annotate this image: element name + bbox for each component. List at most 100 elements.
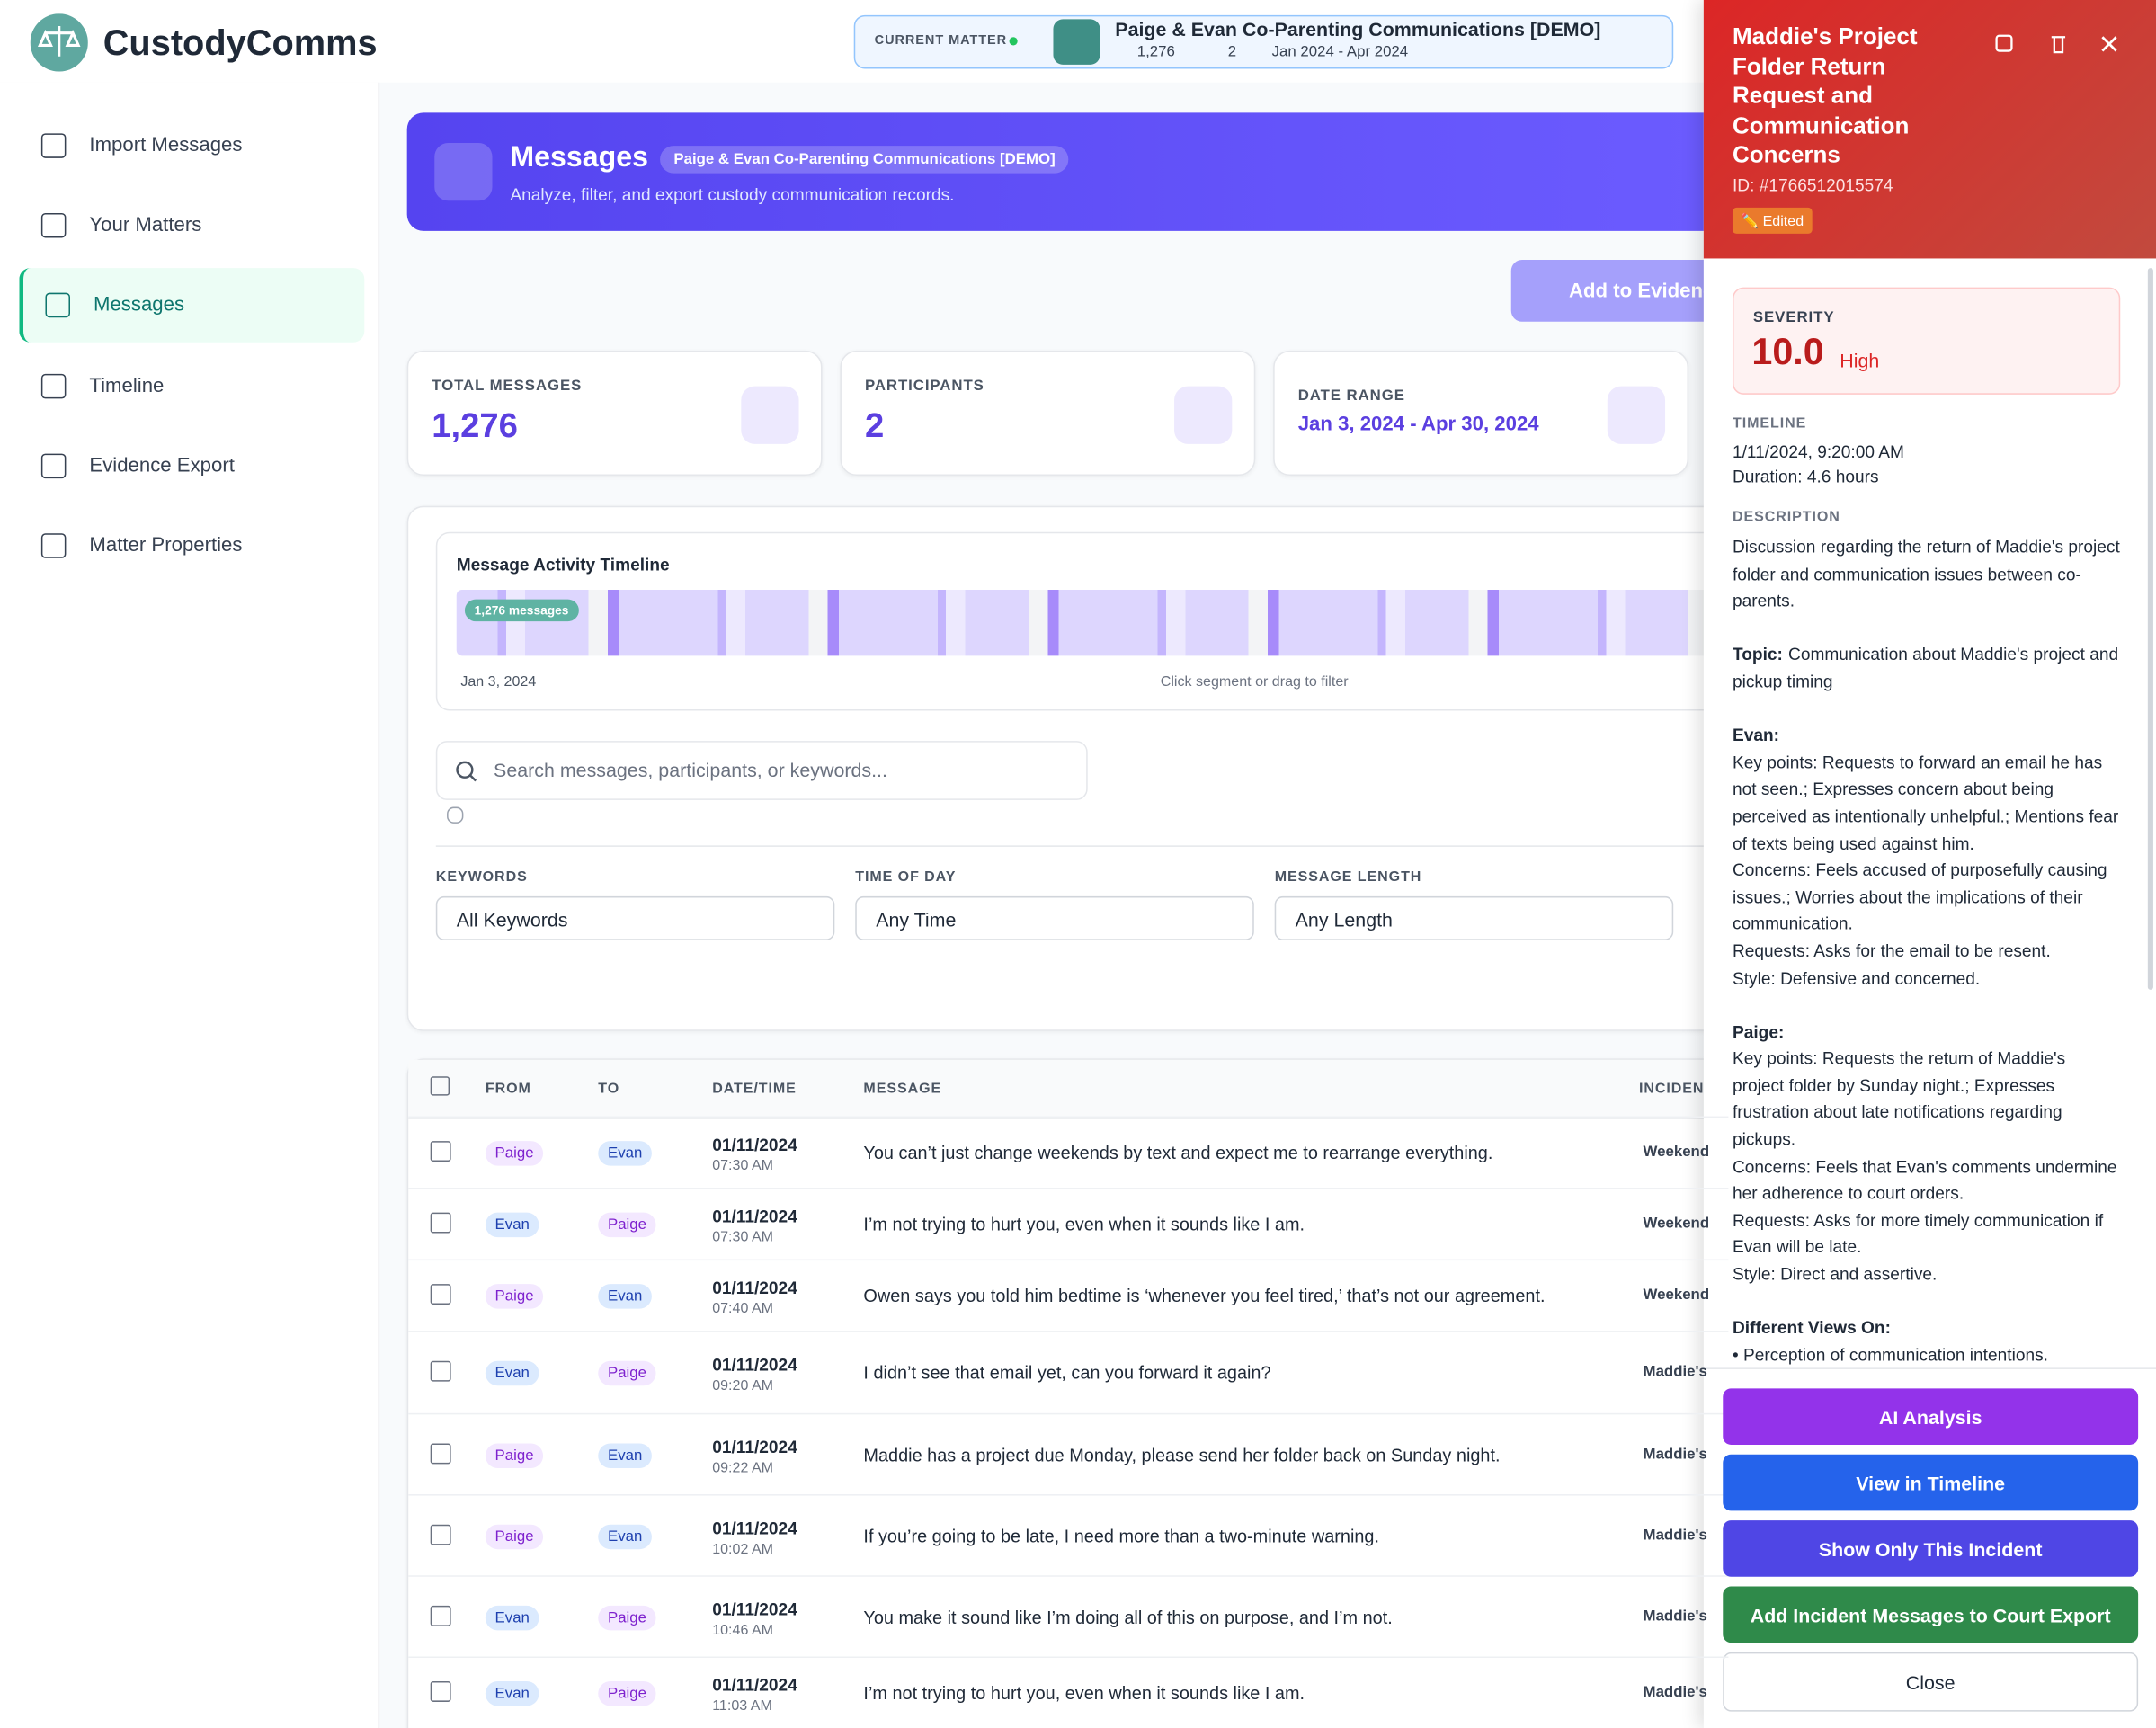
matter-messages: 1,276: [1136, 43, 1175, 61]
row-date: 01/11/2024: [712, 1278, 797, 1298]
nav-label: Messages: [93, 294, 185, 316]
nav-item[interactable]: Messages: [19, 268, 365, 343]
nav-icon: [40, 133, 67, 158]
nav-item[interactable]: Import Messages: [19, 109, 360, 183]
nav-label: Timeline: [89, 375, 165, 397]
button-label: Show Only This Incident: [1818, 1537, 2043, 1560]
stat-card: DATE RANGE Jan 3, 2024 - Apr 30, 2024: [1273, 350, 1689, 477]
message-row[interactable]: Evan Paige 01/11/2024 07:30 AM I’m not tryin…: [408, 1188, 1729, 1260]
row-incident: Maddie's: [1643, 1526, 1707, 1544]
help-icon[interactable]: [447, 806, 464, 824]
person-badge: Evan: [598, 1284, 653, 1309]
column-header: DATE/TIME: [712, 1080, 797, 1098]
row-checkbox[interactable]: [430, 1141, 451, 1162]
row-date: 01/11/2024: [712, 1675, 797, 1696]
row-incident: Maddie's: [1643, 1363, 1707, 1381]
description: Discussion regarding the return of Maddi…: [1733, 535, 2120, 1366]
filter-select[interactable]: Any Length: [1274, 895, 1674, 940]
row-time: 10:02 AM: [712, 1540, 774, 1557]
description-heading: Evan:: [1732, 726, 1780, 745]
row-time: 11:03 AM: [712, 1697, 772, 1715]
message-row[interactable]: Paige Evan 01/11/2024 07:30 AM You can’t jus…: [408, 1116, 1729, 1189]
button-label: Add Incident Messages to Court Export: [1750, 1603, 2111, 1626]
column-header: FROM: [485, 1080, 531, 1098]
person-badge: Evan: [485, 1360, 539, 1386]
row-time: 09:22 AM: [712, 1459, 774, 1476]
row-date: 01/11/2024: [712, 1518, 797, 1538]
row-checkbox[interactable]: [430, 1212, 451, 1234]
row-date: 01/11/2024: [712, 1599, 797, 1619]
panel-button[interactable]: Show Only This Incident: [1723, 1520, 2139, 1577]
matter-title: Paige & Evan Co-Parenting Communications…: [1115, 17, 1601, 40]
person-badge: Paige: [485, 1523, 544, 1549]
nav-icon: [40, 212, 67, 238]
row-message: You can’t just change weekends by text a…: [863, 1142, 1493, 1163]
message-row[interactable]: Evan Paige 01/11/2024 11:03 AM I’m not tryin…: [408, 1656, 1729, 1728]
panel-actions[interactable]: [1994, 31, 2132, 57]
nav-label: Your Matters: [89, 214, 202, 236]
header-subtitle: Analyze, filter, and export custody comm…: [510, 185, 955, 205]
row-checkbox[interactable]: [430, 1681, 451, 1702]
search-placeholder: Search messages, participants, or keywor…: [494, 759, 887, 781]
person-badge: Evan: [485, 1681, 539, 1706]
matter-bar[interactable]: CURRENT MATTER Paige & Evan Co-Parenting…: [853, 14, 1674, 69]
nav-item[interactable]: Matter Properties: [19, 509, 360, 583]
activity-badge: 1,276 messages: [464, 599, 579, 622]
row-incident: Weekend: [1643, 1287, 1710, 1304]
row-date: 01/11/2024: [712, 1355, 797, 1376]
incident-time: 1/11/2024, 9:20:00 AM: [1732, 442, 1904, 462]
status-dot: [1009, 37, 1018, 46]
row-message: I didn’t see that email yet, can you for…: [863, 1362, 1271, 1384]
stat-value: 1,276: [432, 406, 518, 446]
row-incident: Maddie's: [1643, 1445, 1707, 1463]
close-button[interactable]: Close: [1723, 1652, 2139, 1712]
person-badge: Paige: [598, 1360, 656, 1386]
button-label: View in Timeline: [1856, 1471, 2006, 1494]
person-badge: Evan: [598, 1523, 653, 1549]
message-row[interactable]: Evan Paige 01/11/2024 10:46 AM You make it s…: [408, 1575, 1729, 1658]
row-message: Owen says you told him bedtime is ‘whene…: [863, 1285, 1546, 1306]
message-row[interactable]: Paige Evan 01/11/2024 10:02 AM If you’re goi…: [408, 1494, 1729, 1577]
nav-item[interactable]: Your Matters: [19, 188, 360, 263]
nav-item[interactable]: Timeline: [19, 349, 360, 423]
description-block: Discussion regarding the return of Maddi…: [1733, 535, 2120, 616]
description-heading: Paige:: [1732, 1022, 1785, 1042]
severity-value: 10.0: [1751, 331, 1824, 373]
person-badge: Paige: [485, 1442, 544, 1468]
row-checkbox[interactable]: [430, 1284, 451, 1305]
description-text: Discussion regarding the return of Maddi…: [1732, 537, 2120, 611]
nav-label: Import Messages: [89, 134, 243, 157]
select-all[interactable]: [430, 1076, 450, 1096]
search-box[interactable]: Search messages, participants, or keywor…: [435, 741, 1088, 800]
row-checkbox[interactable]: [430, 1442, 451, 1464]
row-checkbox[interactable]: [430, 1360, 451, 1382]
row-checkbox[interactable]: [430, 1605, 451, 1626]
panel-body: TIMELINE 1/11/2024, 9:20:00 AM Duration:…: [1704, 398, 2143, 1365]
person-badge: Paige: [485, 1284, 544, 1309]
activity-box: Message Activity Timeline 1,276 messages…: [435, 531, 1786, 711]
divider: [435, 845, 1784, 847]
filter-select[interactable]: Any Time: [855, 895, 1254, 940]
row-message: If you’re going to be late, I need more …: [863, 1525, 1380, 1546]
row-checkbox[interactable]: [430, 1523, 451, 1545]
message-row[interactable]: Evan Paige 01/11/2024 09:20 AM I didn’t see …: [408, 1331, 1729, 1414]
filter-select[interactable]: All Keywords: [435, 895, 835, 940]
description-line: Key points: Requests the return of Maddi…: [1732, 1049, 2066, 1150]
nav-item[interactable]: Evidence Export: [19, 429, 360, 503]
panel-button[interactable]: View in Timeline: [1723, 1454, 2139, 1511]
activity-bar[interactable]: [456, 589, 1786, 656]
message-row[interactable]: Paige Evan 01/11/2024 07:40 AM Owen says you…: [408, 1259, 1729, 1332]
row-message: I’m not trying to hurt you, even when it…: [863, 1682, 1305, 1704]
row-time: 10:46 AM: [712, 1621, 774, 1638]
panel-header: Maddie's Project Folder Return Request a…: [1703, 0, 2156, 259]
stat-label: PARTICIPANTS: [864, 378, 984, 395]
page-header: Messages Paige & Evan Co-Parenting Commu…: [406, 112, 1755, 231]
search-icon: [456, 761, 477, 782]
message-row[interactable]: Paige Evan 01/11/2024 09:22 AM Maddie has a …: [408, 1412, 1729, 1496]
panel-button[interactable]: Add Incident Messages to Court Export: [1723, 1586, 2139, 1643]
stat-value: Jan 3, 2024 - Apr 30, 2024: [1297, 414, 1539, 436]
panel-button[interactable]: AI Analysis: [1723, 1388, 2139, 1446]
description-heading: Different Views On:: [1732, 1318, 1891, 1339]
activity-start: Jan 3, 2024: [460, 673, 537, 690]
